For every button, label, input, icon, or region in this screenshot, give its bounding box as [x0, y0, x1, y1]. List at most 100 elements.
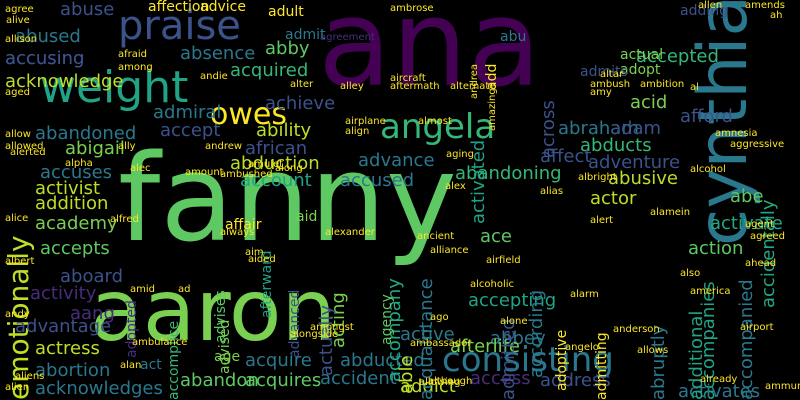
- cloud-word: along: [275, 163, 303, 174]
- cloud-word: abandoned: [35, 123, 137, 144]
- cloud-word: america: [690, 286, 731, 297]
- cloud-word: address: [540, 370, 611, 391]
- cloud-word: african: [245, 138, 308, 159]
- cloud-word: advantage: [15, 316, 112, 337]
- cloud-word: ah: [770, 10, 783, 21]
- cloud-word: accused: [340, 170, 415, 191]
- cloud-word: abruptly: [648, 324, 669, 400]
- cloud-word: airplane: [345, 116, 386, 127]
- cloud-word: alliance: [430, 245, 469, 256]
- cloud-word: aging: [446, 149, 474, 160]
- cloud-word: albright: [578, 172, 617, 183]
- cloud-word: alan: [120, 360, 142, 371]
- cloud-word: abraham: [558, 118, 639, 139]
- cloud-word: afterlife: [450, 336, 520, 357]
- cloud-word: fanny: [118, 130, 457, 269]
- cloud-word: advice: [200, 0, 246, 15]
- cloud-word: alfred: [110, 214, 139, 225]
- cloud-word: among: [118, 62, 153, 73]
- cloud-word: abducted: [340, 350, 425, 371]
- cloud-word: alamein: [650, 207, 691, 218]
- cloud-word: andie: [200, 71, 228, 82]
- cloud-word: ahead: [745, 258, 777, 269]
- cloud-word: adopted: [124, 300, 140, 358]
- cloud-word: actress: [35, 338, 100, 359]
- cloud-word: amazing: [487, 88, 498, 131]
- cloud-word: actually: [316, 304, 337, 376]
- cloud-word: active: [400, 324, 455, 345]
- cloud-word: acknowledges: [35, 378, 163, 399]
- cloud-word: alpha: [65, 158, 93, 169]
- cloud-word: acquires: [245, 370, 322, 391]
- cloud-word: activist: [35, 178, 101, 199]
- cloud-word: ace: [480, 226, 513, 247]
- cloud-word: accusing: [5, 48, 85, 69]
- cloud-word: align: [345, 126, 370, 137]
- cloud-word: academy: [35, 213, 118, 234]
- cloud-word: albert: [5, 256, 35, 267]
- cloud-word: age: [214, 349, 241, 365]
- cloud-word: ambition: [640, 79, 685, 90]
- cloud-word: amongst: [310, 322, 354, 333]
- cloud-word: acid: [630, 92, 668, 113]
- cloud-word: ally: [118, 141, 136, 152]
- cloud-word: accepted: [636, 46, 719, 67]
- cloud-word: aim: [245, 247, 264, 258]
- cloud-word: ana: [318, 0, 542, 114]
- cloud-word: alcohol: [690, 164, 726, 175]
- cloud-word: activate: [710, 213, 783, 234]
- cloud-word: already: [700, 374, 738, 385]
- cloud-word: aged: [5, 87, 30, 98]
- cloud-word: allowed: [5, 141, 44, 152]
- cloud-word: alias: [540, 186, 564, 197]
- cloud-word: ago: [430, 312, 449, 323]
- cloud-word: admits: [580, 64, 628, 80]
- cloud-word: al: [690, 82, 699, 93]
- cloud-word: able: [396, 355, 417, 394]
- cloud-word: aboard: [60, 266, 124, 287]
- cloud-word: add: [484, 63, 500, 90]
- cloud-word: accept: [160, 120, 221, 141]
- cloud-word: admiral: [153, 102, 222, 123]
- cloud-word: adventure: [588, 152, 681, 173]
- cloud-word: amy: [590, 87, 612, 98]
- cloud-word: ambassador: [410, 338, 472, 349]
- cloud-word: abusive: [608, 168, 678, 189]
- cloud-word: accepting: [468, 290, 557, 311]
- cloud-word: abortion: [35, 360, 111, 381]
- cloud-word: act: [140, 357, 162, 373]
- cloud-word: aid: [296, 209, 318, 225]
- cloud-word: ancient: [417, 231, 455, 242]
- cloud-word: access: [470, 368, 531, 389]
- cloud-word: abducts: [580, 135, 652, 156]
- cloud-word: aircraft: [390, 73, 426, 84]
- cloud-word: aliens: [15, 371, 45, 382]
- cloud-word: alcoholic: [470, 279, 515, 290]
- cloud-word: accomplice: [166, 320, 182, 400]
- cloud-word: accusing: [5, 48, 85, 69]
- cloud-word: actual: [620, 47, 664, 63]
- cloud-word: additional: [686, 310, 707, 400]
- cloud-word: amnesia: [715, 128, 758, 139]
- cloud-word: ad: [178, 284, 191, 295]
- cloud-word: admit: [285, 27, 326, 43]
- cloud-word: ammunition: [765, 381, 800, 392]
- cloud-word: aaron: [90, 261, 336, 361]
- cloud-word: aang: [70, 303, 115, 324]
- cloud-word: aggressive: [730, 139, 785, 150]
- cloud-word: always: [220, 227, 255, 238]
- cloud-word: altar: [600, 69, 624, 80]
- cloud-word: advises: [213, 290, 229, 343]
- cloud-word: ability: [256, 120, 312, 141]
- cloud-word: addition: [35, 193, 109, 214]
- cloud-word: ambulance: [132, 337, 188, 348]
- cloud-word: allison: [5, 34, 38, 45]
- cloud-word: alerted: [10, 147, 46, 158]
- cloud-word: agent: [745, 219, 774, 230]
- cloud-word: abbey: [490, 328, 546, 349]
- cloud-word: affair: [225, 217, 262, 233]
- cloud-word: alternate: [450, 81, 496, 92]
- cloud-word: angelo: [565, 342, 599, 353]
- cloud-word: accident: [320, 368, 397, 389]
